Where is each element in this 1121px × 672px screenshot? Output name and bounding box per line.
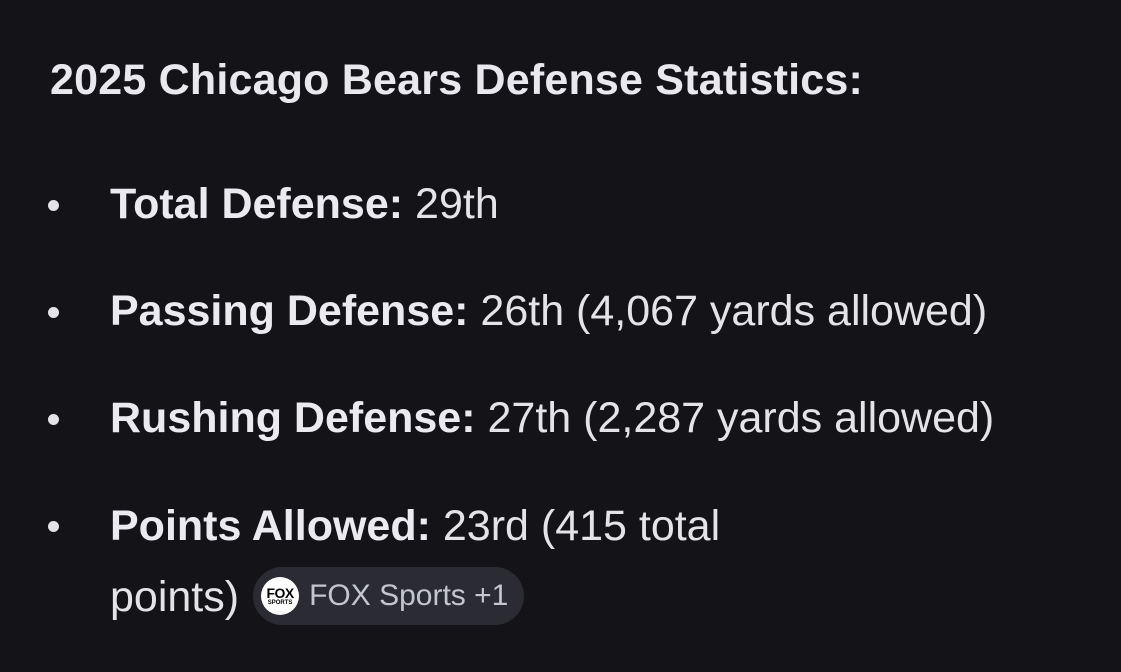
stat-total-defense: Total Defense: 29th [0,170,1121,238]
bullet-icon [48,307,59,318]
stat-passing-defense: Passing Defense: 26th (4,067 yards allow… [0,277,1121,345]
stat-label: Passing Defense: [110,287,469,335]
stat-rushing-defense: Rushing Defense: 27th (2,287 yards allow… [0,384,1121,452]
bullet-icon [48,521,59,532]
bullet-icon [48,414,59,425]
bullet-icon [48,200,59,211]
stat-value: 29th [415,180,499,228]
source-chip-label: FOX Sports +1 [309,579,509,613]
fox-sports-logo-icon: FOX SPORTS [261,576,300,615]
stat-label: Total Defense: [110,180,404,228]
stat-value: 26th (4,067 yards allowed) [480,287,988,335]
fox-logo-text-bottom: SPORTS [267,599,293,606]
source-chip[interactable]: FOX SPORTS FOX Sports +1 [253,566,525,625]
fox-logo-text-top: FOX [266,584,294,601]
stats-list: Total Defense: 29th Passing Defense: 26t… [0,170,1121,672]
stat-value: 27th (2,287 yards allowed) [487,394,995,442]
stats-heading: 2025 Chicago Bears Defense Statistics: [50,56,864,104]
stat-points-allowed: Points Allowed: 23rd (415 total points) F… [0,491,810,633]
stat-value: 23rd (415 total points) [110,502,721,621]
stat-label: Rushing Defense: [110,394,476,442]
stat-label: Points Allowed: [110,502,431,550]
